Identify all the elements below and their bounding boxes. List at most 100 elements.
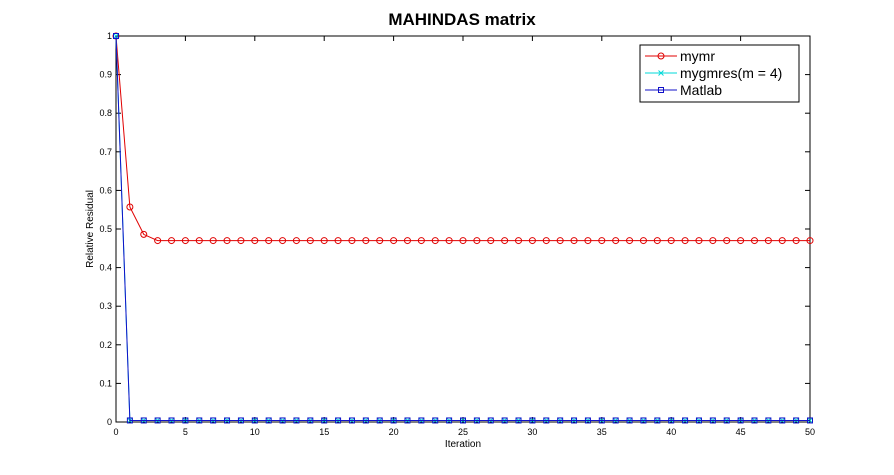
series-1-point — [598, 237, 606, 245]
series-3-point — [446, 417, 453, 424]
series-1-point — [681, 237, 689, 245]
series-1-point — [542, 237, 550, 245]
series-3-point — [626, 417, 633, 424]
series-3-point — [598, 417, 605, 424]
series-1-point — [306, 237, 314, 245]
series-3-point — [348, 417, 355, 424]
x-tick-label: 45 — [736, 427, 746, 437]
series-1-point — [140, 230, 148, 238]
series-layer — [112, 32, 814, 424]
series-1-point — [515, 237, 523, 245]
series-3-point — [182, 417, 189, 424]
series-1-point — [348, 237, 356, 245]
series-1-point — [390, 237, 398, 245]
series-1-point — [279, 237, 287, 245]
series-1-point — [126, 203, 134, 211]
x-axis-label: Iteration — [445, 439, 481, 450]
series-1-point — [237, 237, 245, 245]
series-3-point — [432, 417, 439, 424]
y-tick-label: 0.9 — [99, 70, 112, 80]
series-3-point — [362, 417, 369, 424]
y-axis-label: Relative Residual — [85, 190, 96, 268]
series-1-point — [570, 237, 578, 245]
series-1-point — [403, 237, 411, 245]
series-1-point — [334, 237, 342, 245]
series-1-point — [320, 237, 328, 245]
series-1-point — [764, 237, 772, 245]
y-tick-label: 0.6 — [99, 185, 112, 195]
series-3-point — [154, 417, 161, 424]
legend-marker — [657, 52, 665, 60]
series-3-point — [251, 417, 258, 424]
y-tick-label: 0.5 — [99, 224, 112, 234]
series-1-line — [115, 35, 810, 242]
y-tick-label: 0.8 — [99, 108, 112, 118]
y-tick-label: 0.3 — [99, 301, 112, 311]
x-tick-label: 0 — [113, 427, 118, 437]
series-1-point — [528, 237, 536, 245]
series-3-point — [723, 417, 730, 424]
series-1-point — [709, 237, 717, 245]
series-3-point — [612, 417, 619, 424]
series-1-point — [778, 237, 786, 245]
legend-marker — [658, 70, 664, 76]
x-tick-label: 30 — [527, 427, 537, 437]
series-3-point — [793, 417, 800, 424]
series-3-point — [654, 417, 661, 424]
series-3-point — [335, 417, 342, 424]
series-3-point — [473, 417, 480, 424]
series-1-point — [195, 237, 203, 245]
series-3-point — [293, 417, 300, 424]
series-1-point — [806, 237, 814, 245]
series-3-point — [807, 417, 813, 424]
chart-title: MAHINDAS matrix — [388, 10, 536, 29]
series-3-point — [765, 417, 772, 424]
y-tick-label: 0 — [107, 417, 112, 427]
series-1-point — [695, 237, 703, 245]
series-3-point — [501, 417, 508, 424]
series-3-point — [113, 33, 119, 39]
series-1-point — [362, 237, 370, 245]
series-1-point — [292, 237, 300, 245]
y-tick-label: 0.1 — [99, 378, 112, 388]
x-tick-label: 40 — [666, 427, 676, 437]
x-tick-label: 10 — [250, 427, 260, 437]
series-1-point — [445, 237, 453, 245]
series-3-point — [682, 417, 689, 424]
y-tick-label: 1 — [107, 31, 112, 41]
x-tick-label: 15 — [319, 427, 329, 437]
series-3-point — [224, 417, 231, 424]
y-tick-label: 0.2 — [99, 340, 112, 350]
x-tick-label: 5 — [183, 427, 188, 437]
series-3-point — [571, 417, 578, 424]
series-3-line — [115, 35, 810, 421]
series-3-point — [237, 417, 244, 424]
series-3-point — [279, 417, 286, 424]
series-1-point — [431, 237, 439, 245]
series-1-point — [612, 237, 620, 245]
series-3-point — [321, 417, 328, 424]
x-tick-label: 25 — [458, 427, 468, 437]
series-1-point — [667, 237, 675, 245]
series-3-point — [709, 417, 716, 424]
series-3-point — [196, 417, 203, 424]
series-1-point — [556, 237, 564, 245]
series-3-point — [460, 417, 466, 424]
series-1-point — [181, 237, 189, 245]
x-marker-stroke — [658, 70, 664, 76]
series-3-point — [557, 417, 564, 424]
series-3-point — [543, 417, 550, 424]
series-1-point — [223, 237, 231, 245]
series-1-point — [792, 237, 800, 245]
series-3-point — [418, 417, 425, 424]
series-1-point — [265, 237, 273, 245]
series-3-point — [737, 417, 744, 424]
series-1-point — [473, 237, 481, 245]
series-3-point — [487, 417, 494, 424]
series-1 — [112, 32, 814, 245]
series-3-point — [210, 417, 217, 424]
series-1-point — [376, 237, 384, 245]
axis-ticks: 0 5 10 15 20 25 30 35 40 45 50 0 0.1 0.2 0.3 0.4 0.5 0.6 0… — [99, 31, 815, 437]
series-1-point — [251, 237, 259, 245]
legend-label: mymr — [680, 48, 715, 64]
